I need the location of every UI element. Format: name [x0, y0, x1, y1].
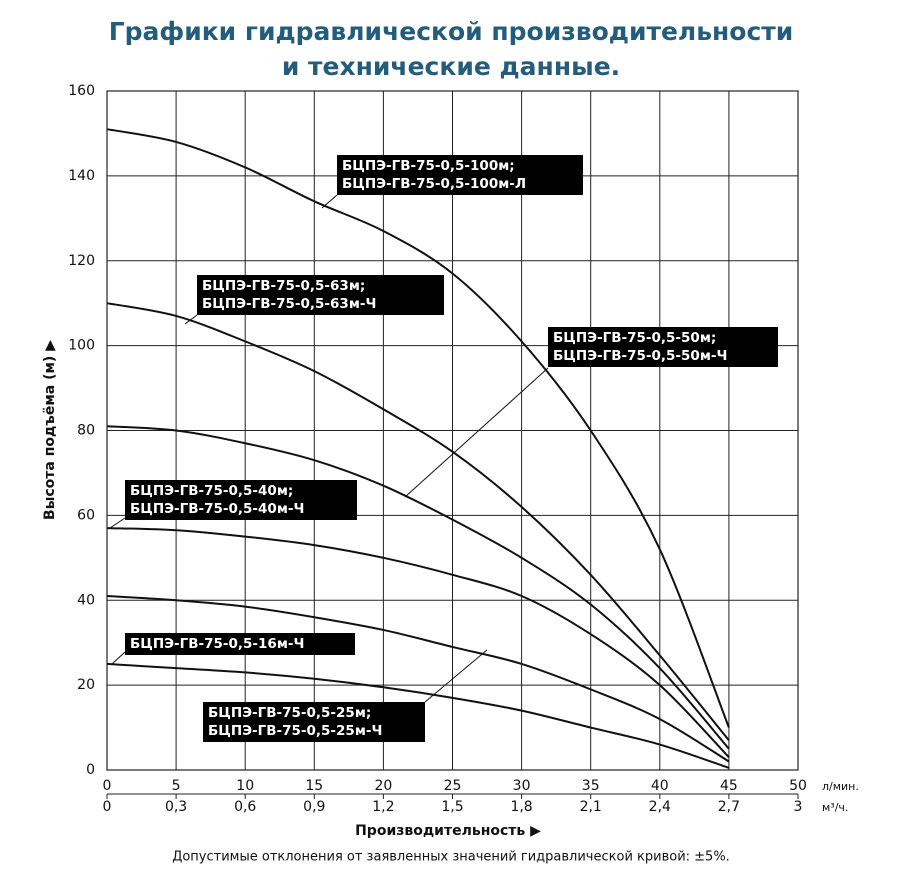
- x-tick-label: 15: [305, 778, 323, 794]
- x2-tick-label: 2,4: [649, 799, 671, 815]
- x-tick-label: 35: [582, 778, 600, 794]
- leader: [404, 367, 549, 498]
- series-label: БЦПЭ-ГВ-75-0,5-63м-Ч: [202, 296, 376, 312]
- x2-tick-label: 1,8: [510, 799, 532, 815]
- leader: [321, 194, 338, 209]
- series-label: БЦПЭ-ГВ-75-0,5-50м;: [553, 330, 716, 346]
- x-tick-label: 40: [651, 778, 669, 794]
- leader: [424, 649, 488, 703]
- curve: [106, 302, 730, 741]
- x2-tick-label: 0,6: [234, 799, 256, 815]
- x-tick-label: 25: [444, 778, 462, 794]
- label-box: [548, 327, 778, 367]
- label-box: [203, 702, 425, 742]
- y-tick-label: 60: [77, 507, 95, 523]
- x-tick-label: 20: [374, 778, 392, 794]
- curve: [106, 662, 730, 769]
- series-label: БЦПЭ-ГВ-75-0,5-40м;: [130, 483, 293, 499]
- y-tick-label: 120: [68, 253, 95, 269]
- y-tick-label: 40: [77, 592, 95, 608]
- series-label: БЦПЭ-ГВ-75-0,5-40м-Ч: [130, 501, 304, 517]
- x2-tick-label: 0,9: [303, 799, 325, 815]
- series-label: БЦПЭ-ГВ-75-0,5-25м-Ч: [208, 723, 382, 739]
- series-label: БЦПЭ-ГВ-75-0,5-100м;: [342, 158, 515, 174]
- series-label: БЦПЭ-ГВ-75-0,5-100м-Л: [342, 176, 526, 192]
- x2-tick-label: 3: [794, 799, 803, 815]
- leader: [111, 651, 126, 665]
- series-label: БЦПЭ-ГВ-75-0,5-50м-Ч: [553, 348, 727, 364]
- label-box: [125, 633, 355, 655]
- y-tick-label: 140: [68, 168, 95, 184]
- y-tick-label: 160: [68, 83, 95, 99]
- y-tick-label: 80: [77, 423, 95, 439]
- x2-tick-label: 0: [103, 799, 112, 815]
- x-unit: л/мин.: [822, 780, 859, 793]
- series-label: БЦПЭ-ГВ-75-0,5-25м;: [208, 705, 371, 721]
- x2-unit: м³/ч.: [822, 801, 848, 814]
- x-tick-label: 30: [513, 778, 531, 794]
- y-tick-label: 0: [86, 762, 95, 778]
- label-box: [125, 480, 357, 520]
- y-tick-label: 100: [68, 338, 95, 354]
- curve: [106, 425, 730, 750]
- x-tick-label: 50: [789, 778, 807, 794]
- plot-frame: [106, 90, 799, 771]
- x-tick-label: 0: [103, 778, 112, 794]
- curve: [106, 527, 730, 758]
- x2-tick-label: 1,5: [441, 799, 463, 815]
- x2-tick-label: 0,3: [165, 799, 187, 815]
- x-axis-label: Производительность ▶: [355, 823, 541, 839]
- label-box: [337, 155, 583, 195]
- x-tick-label: 10: [236, 778, 254, 794]
- x-tick-label: 5: [172, 778, 181, 794]
- chart-title: и технические данные.: [282, 52, 620, 81]
- y-axis-label: Высота подъёма (м) ▶: [42, 340, 58, 520]
- x-tick-label: 45: [720, 778, 738, 794]
- x2-tick-label: 2,1: [580, 799, 602, 815]
- curve: [106, 595, 730, 763]
- note: Допустимые отклонения от заявленных знач…: [172, 850, 730, 865]
- leader: [184, 314, 198, 325]
- y-tick-label: 20: [77, 677, 95, 693]
- leader: [109, 517, 126, 529]
- x2-tick-label: 1,2: [372, 799, 394, 815]
- chart-title: Графики гидравлической производительност…: [109, 17, 794, 46]
- series-label: БЦПЭ-ГВ-75-0,5-16м-Ч: [130, 636, 304, 652]
- series-label: БЦПЭ-ГВ-75-0,5-63м;: [202, 278, 365, 294]
- label-box: [197, 275, 444, 315]
- curve: [106, 128, 730, 728]
- x2-tick-label: 2,7: [718, 799, 740, 815]
